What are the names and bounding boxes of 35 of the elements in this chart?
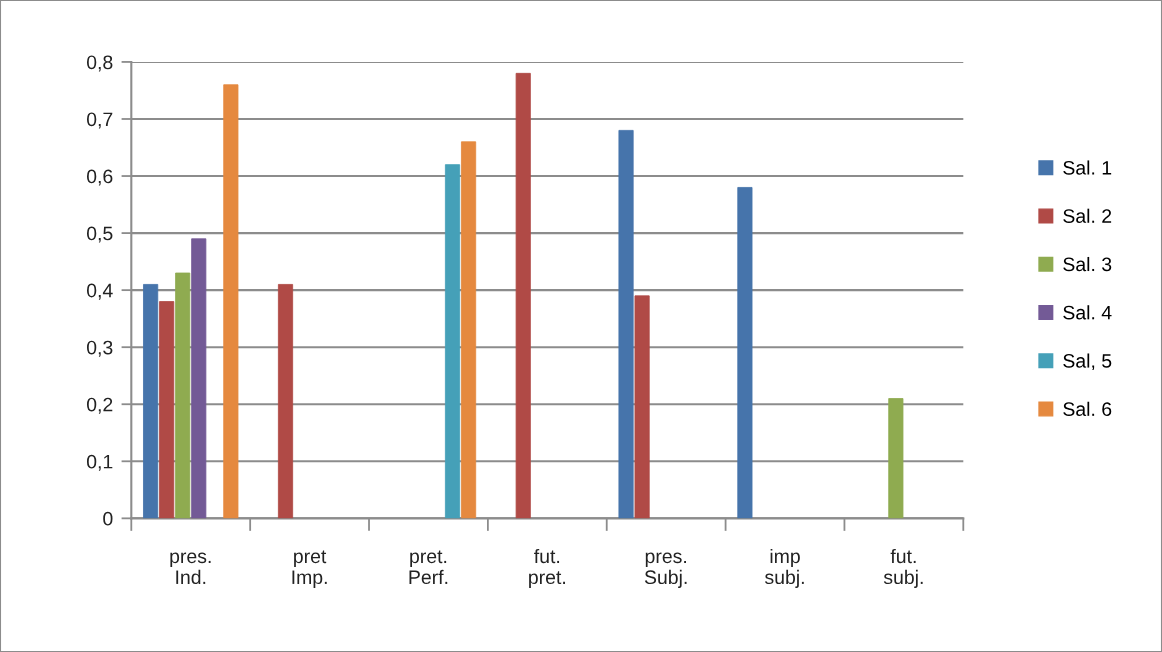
legend-label: Sal. 3: [1063, 256, 1112, 272]
bar: [175, 272, 191, 519]
y-tick-label: 0: [103, 511, 113, 526]
y-tick-label: 0,2: [86, 397, 113, 414]
bar: [143, 284, 159, 519]
x-tick-label: pres. Subj.: [644, 552, 687, 588]
legend-label: Sal, 5: [1063, 353, 1112, 371]
bar: [618, 129, 634, 519]
y-tick-label: 0,5: [86, 226, 113, 243]
x-tick-label: pret Imp.: [292, 550, 327, 588]
y-tick-label: 0,6: [86, 169, 113, 186]
x-tick-label: fut. subj.: [883, 548, 923, 588]
legend-label: Sal. 1: [1063, 160, 1112, 175]
x-tick-label: imp subj.: [765, 548, 804, 588]
legend-label: Sal. 4: [1063, 305, 1112, 320]
bar: [223, 84, 239, 519]
bar: [277, 284, 294, 519]
legend-label: Sal. 2: [1063, 208, 1112, 223]
bar: [444, 164, 461, 519]
x-tick-label: pret. Perf.: [409, 550, 448, 585]
bar: [159, 301, 175, 519]
bar: [634, 295, 650, 519]
x-tick-label: pres. Ind.: [170, 552, 211, 585]
legend-label: Sal. 6: [1063, 401, 1112, 417]
bar: [737, 187, 753, 519]
y-tick-label: 0,7: [86, 112, 113, 129]
bar: [515, 72, 531, 519]
y-tick-label: 0,1: [86, 454, 113, 471]
y-tick-label: 0,4: [86, 283, 113, 300]
bar: [888, 398, 904, 519]
y-tick-label: 0,8: [86, 55, 113, 72]
x-tick-label: fut. pret.: [529, 548, 565, 588]
y-tick-label: 0,3: [86, 340, 113, 357]
bar: [461, 141, 477, 519]
bar: [191, 238, 207, 519]
